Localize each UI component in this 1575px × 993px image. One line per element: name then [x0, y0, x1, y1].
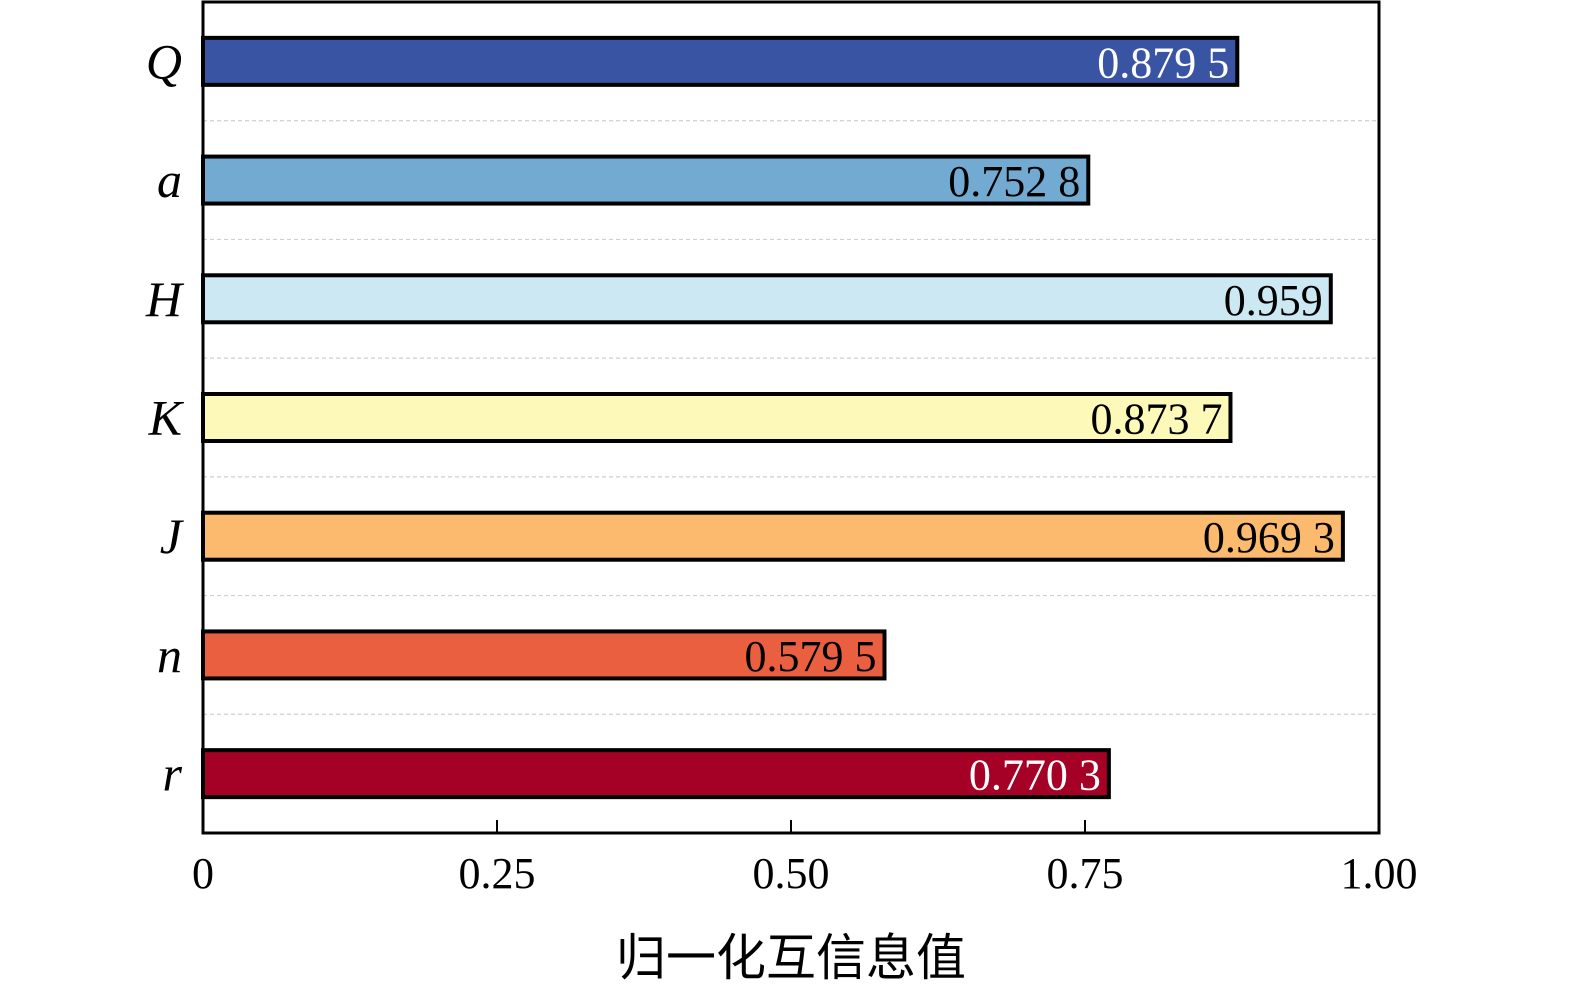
data-label: 0.969 3 — [1203, 513, 1335, 562]
data-label: 0.879 5 — [1097, 38, 1229, 87]
x-axis-title: 归一化互信息值 — [616, 930, 966, 986]
x-axis-ticks: 0 0.25 0.50 0.75 1.00 — [192, 820, 1418, 898]
x-tick-label: 0 — [192, 849, 214, 898]
category-label: K — [148, 390, 185, 446]
bar-H — [201, 273, 1333, 325]
category-label: n — [157, 627, 182, 683]
x-tick-label: 0.25 — [459, 849, 536, 898]
data-label: 0.959 — [1224, 276, 1323, 325]
bar-r — [201, 748, 1111, 800]
category-label: J — [160, 508, 185, 564]
category-label: Q — [146, 33, 182, 89]
y-axis-category-labels: Qa H K Jn r — [145, 33, 185, 801]
category-label: a — [157, 152, 182, 208]
bar-Q — [201, 35, 1240, 87]
bar-K — [201, 392, 1233, 443]
data-label: 0.873 7 — [1090, 395, 1222, 444]
data-label: 0.770 3 — [969, 751, 1101, 800]
x-tick-label: 0.75 — [1047, 849, 1124, 898]
category-label: r — [163, 746, 183, 802]
bar-J — [201, 510, 1345, 562]
data-labels-group: 0.879 5 0.752 8 0.959 0.873 7 0.969 3 0.579 5… — [744, 38, 1334, 799]
category-label: H — [145, 271, 185, 327]
grid-lines — [203, 120, 1379, 715]
data-label: 0.579 5 — [744, 632, 876, 681]
bar-n — [201, 629, 887, 681]
data-label: 0.752 8 — [948, 157, 1080, 206]
x-tick-label: 1.00 — [1341, 849, 1418, 898]
x-tick-label: 0.50 — [753, 849, 830, 898]
bars-group — [201, 35, 1345, 800]
